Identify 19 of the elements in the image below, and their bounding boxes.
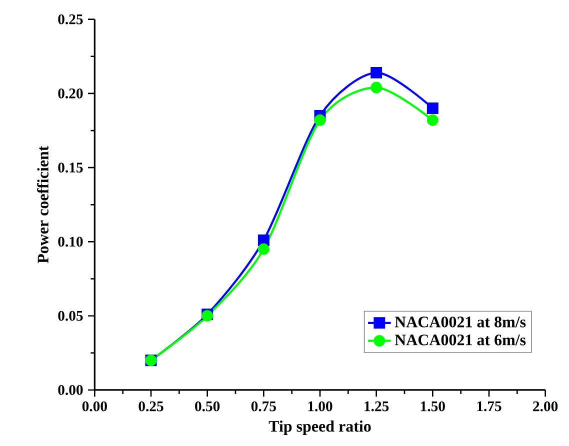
x-tick-label: 1.50	[421, 401, 445, 412]
y-axis-title: Power coefficient	[37, 146, 48, 264]
y-tick-label: 0.00	[58, 385, 83, 395]
x-tick-label: 0.00	[82, 401, 107, 412]
x-tick-label: 2.00	[533, 401, 558, 412]
y-tick-label: 0.10	[58, 236, 83, 247]
y-tick-label: 0.25	[58, 14, 83, 24]
x-tick-label: 0.50	[195, 401, 220, 412]
x-tick-label: 1.25	[364, 401, 389, 412]
legend-label: NACA0021 at 6m/s	[394, 334, 526, 346]
y-tick-label: 0.05	[58, 310, 83, 321]
x-tick-label: 1.75	[477, 401, 502, 412]
x-axis-title: Tip speed ratio	[268, 420, 371, 435]
x-tick-label: 0.75	[251, 401, 276, 412]
y-tick-label: 0.20	[58, 88, 83, 98]
legend-label: NACA0021 at 8m/s	[394, 316, 526, 328]
y-tick-label: 0.15	[58, 162, 83, 173]
x-tick-label: 1.00	[308, 401, 332, 412]
x-tick-label: 0.25	[138, 401, 164, 412]
